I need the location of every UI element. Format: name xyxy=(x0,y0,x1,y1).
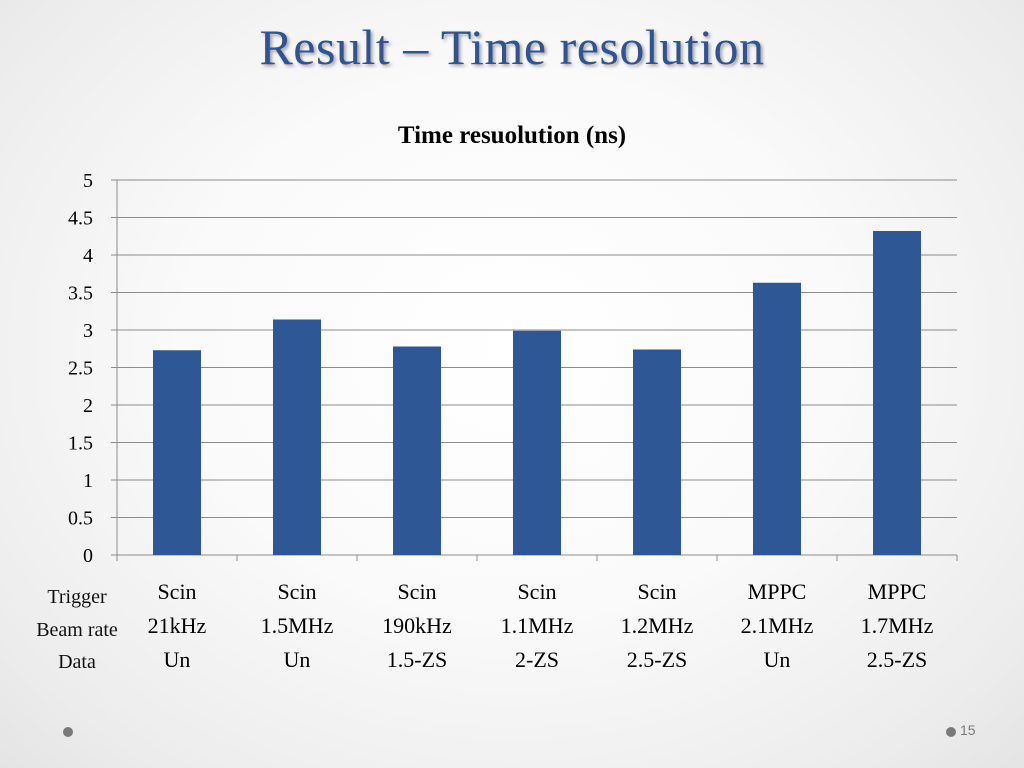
x-category-label: 1.2MHz xyxy=(621,613,694,638)
x-category-label: Scin xyxy=(517,579,556,604)
y-tick-label: 2.5 xyxy=(68,358,93,380)
y-tick-labels: 0 0.5 1 1.5 2 2.5 3 3.5 4 4.5 5 xyxy=(68,170,93,567)
y-tick-label: 3 xyxy=(83,320,93,342)
x-category-label: Scin xyxy=(637,579,676,604)
row-label-beam-rate: Beam rate xyxy=(36,619,118,641)
bar xyxy=(393,346,441,555)
bars xyxy=(153,231,921,555)
y-tick-label: 0 xyxy=(83,545,93,567)
y-tick-label: 4.5 xyxy=(68,208,93,230)
slide-title: Result – Time resolution xyxy=(259,19,765,75)
chart-title: Time resuolution (ns) xyxy=(398,122,626,149)
x-category-label: 2.5-ZS xyxy=(627,647,688,672)
x-category-label: Scin xyxy=(157,579,196,604)
x-category-label: Un xyxy=(284,647,311,672)
bar xyxy=(273,319,321,555)
row-label-data: Data xyxy=(58,651,96,673)
x-category-label: Scin xyxy=(397,579,436,604)
x-category-label: Un xyxy=(764,647,791,672)
x-category-label: 1.5MHz xyxy=(261,613,334,638)
x-category-label: 190kHz xyxy=(382,613,452,638)
x-category-label: MPPC xyxy=(868,579,927,604)
x-category-labels: Scin 21kHz Un Scin 1.5MHz Un Scin 190kHz 1.5-ZS S… xyxy=(148,579,934,672)
x-category-label: 1.1MHz xyxy=(501,613,574,638)
bullet-dot-left xyxy=(63,727,73,737)
y-tick-label: 0.5 xyxy=(68,508,93,530)
y-tick-label: 1 xyxy=(83,470,93,492)
y-tick-label: 5 xyxy=(83,170,93,192)
x-category-label: 1.7MHz xyxy=(861,613,934,638)
row-label-trigger: Trigger xyxy=(47,586,107,608)
x-category-label: 2-ZS xyxy=(515,647,559,672)
bar xyxy=(873,231,921,555)
y-tick-label: 2 xyxy=(83,395,93,417)
slide-number: 15 xyxy=(960,722,976,738)
x-category-label: 1.5-ZS xyxy=(387,647,448,672)
x-category-label: Scin xyxy=(277,579,316,604)
x-category-label: MPPC xyxy=(748,579,807,604)
bar xyxy=(753,282,801,555)
y-tick-label: 4 xyxy=(83,245,93,267)
bar xyxy=(153,350,201,555)
y-tick-label: 1.5 xyxy=(68,433,93,455)
x-category-label: Un xyxy=(164,647,191,672)
y-tick-label: 3.5 xyxy=(68,283,93,305)
bullet-dot-right xyxy=(946,727,956,737)
x-category-label: 2.1MHz xyxy=(741,613,814,638)
bar xyxy=(633,349,681,555)
bar xyxy=(513,330,561,555)
x-category-label: 2.5-ZS xyxy=(867,647,928,672)
x-category-label: 21kHz xyxy=(148,613,207,638)
